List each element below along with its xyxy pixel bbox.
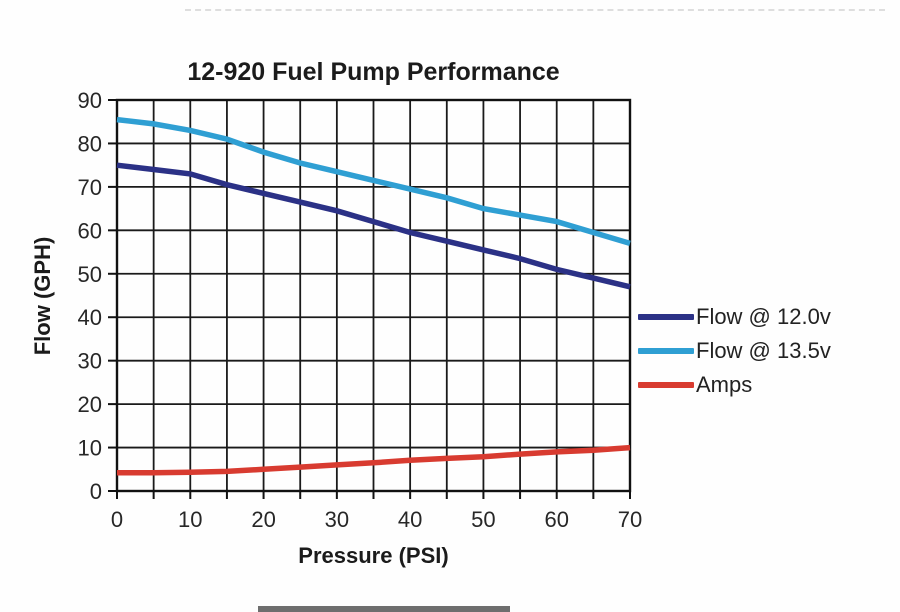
legend-line-swatch-flow-13v [638,348,694,354]
legend-label-flow-13v: Flow @ 13.5v [696,338,831,363]
svg-text:10: 10 [78,436,102,461]
svg-text:60: 60 [78,218,102,243]
svg-text:70: 70 [78,175,102,200]
svg-text:70: 70 [618,507,642,532]
bottom-artifact [258,606,510,612]
top-dashed-artifact-line [185,9,885,11]
svg-text:80: 80 [78,131,102,156]
chart-title: 12-920 Fuel Pump Performance [187,58,560,86]
svg-text:50: 50 [471,507,495,532]
svg-text:0: 0 [111,507,123,532]
svg-text:30: 30 [325,507,349,532]
svg-text:40: 40 [398,507,422,532]
legend-line-swatch-amps [638,382,694,388]
svg-text:10: 10 [178,507,202,532]
svg-text:0: 0 [90,479,102,504]
svg-text:40: 40 [78,305,102,330]
legend-item-flow-13v: Flow @ 13.5v [638,338,831,364]
legend-item-amps: Amps [638,372,831,398]
svg-text:90: 90 [78,88,102,113]
legend-item-flow-12v: Flow @ 12.0v [638,304,831,330]
svg-text:60: 60 [544,507,568,532]
svg-text:20: 20 [78,392,102,417]
legend-label-amps: Amps [696,372,753,397]
legend-line-swatch-flow-12v [638,314,694,320]
legend-label-flow-12v: Flow @ 12.0v [696,304,831,329]
svg-text:20: 20 [251,507,275,532]
legend: Flow @ 12.0v Flow @ 13.5v Amps [638,304,831,398]
x-axis-label: Pressure (PSI) [298,543,449,568]
svg-text:30: 30 [78,349,102,374]
svg-text:50: 50 [78,262,102,287]
